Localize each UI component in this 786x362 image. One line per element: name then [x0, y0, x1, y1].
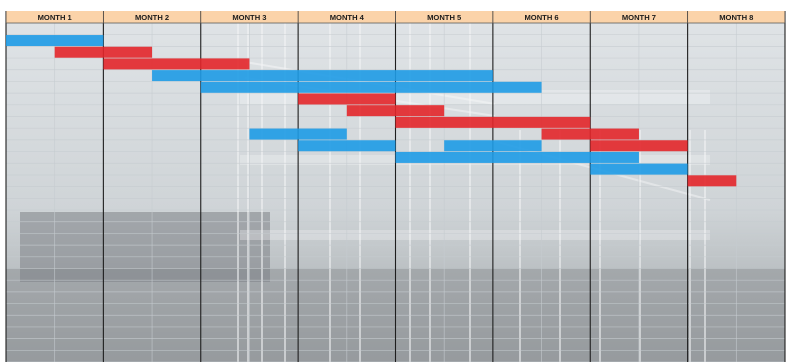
task-bar-blue: [200, 81, 542, 93]
photo-scaffold-deck-low: [240, 230, 710, 240]
task-bar-blue: [152, 70, 493, 82]
month-header-row: MONTH 1 MONTH 2 MONTH 3 MONTH 4 MONTH 5 MONTH…: [5, 11, 786, 24]
month-header-label: MONTH 5: [427, 13, 462, 22]
month-header-label: MONTH 1: [38, 13, 73, 22]
month-header-label: MONTH 7: [622, 13, 656, 22]
task-bar-red: [298, 93, 396, 105]
task-bar-blue: [6, 35, 104, 47]
task-bar-blue: [590, 163, 688, 175]
month-header-label: MONTH 4: [330, 13, 365, 22]
task-bar-red: [395, 116, 591, 128]
gantt-bars: [6, 35, 737, 187]
task-bar-red: [346, 105, 445, 117]
task-bar-red: [103, 58, 250, 70]
task-bar-red: [687, 175, 737, 187]
task-bar-blue: [249, 128, 347, 140]
month-header-label: MONTH 8: [719, 13, 753, 22]
task-bar-red: [54, 46, 153, 58]
task-bar-red: [590, 140, 688, 152]
month-header-label: MONTH 2: [135, 13, 169, 22]
month-header-label: MONTH 3: [232, 13, 266, 22]
task-bar-blue: [395, 151, 639, 163]
task-bar-blue: [298, 140, 396, 152]
task-bar-blue: [444, 140, 542, 152]
gantt-grid: [5, 11, 786, 362]
task-bar-red: [541, 128, 639, 140]
month-header-label: MONTH 6: [524, 13, 558, 22]
photo-deck: [20, 212, 270, 282]
